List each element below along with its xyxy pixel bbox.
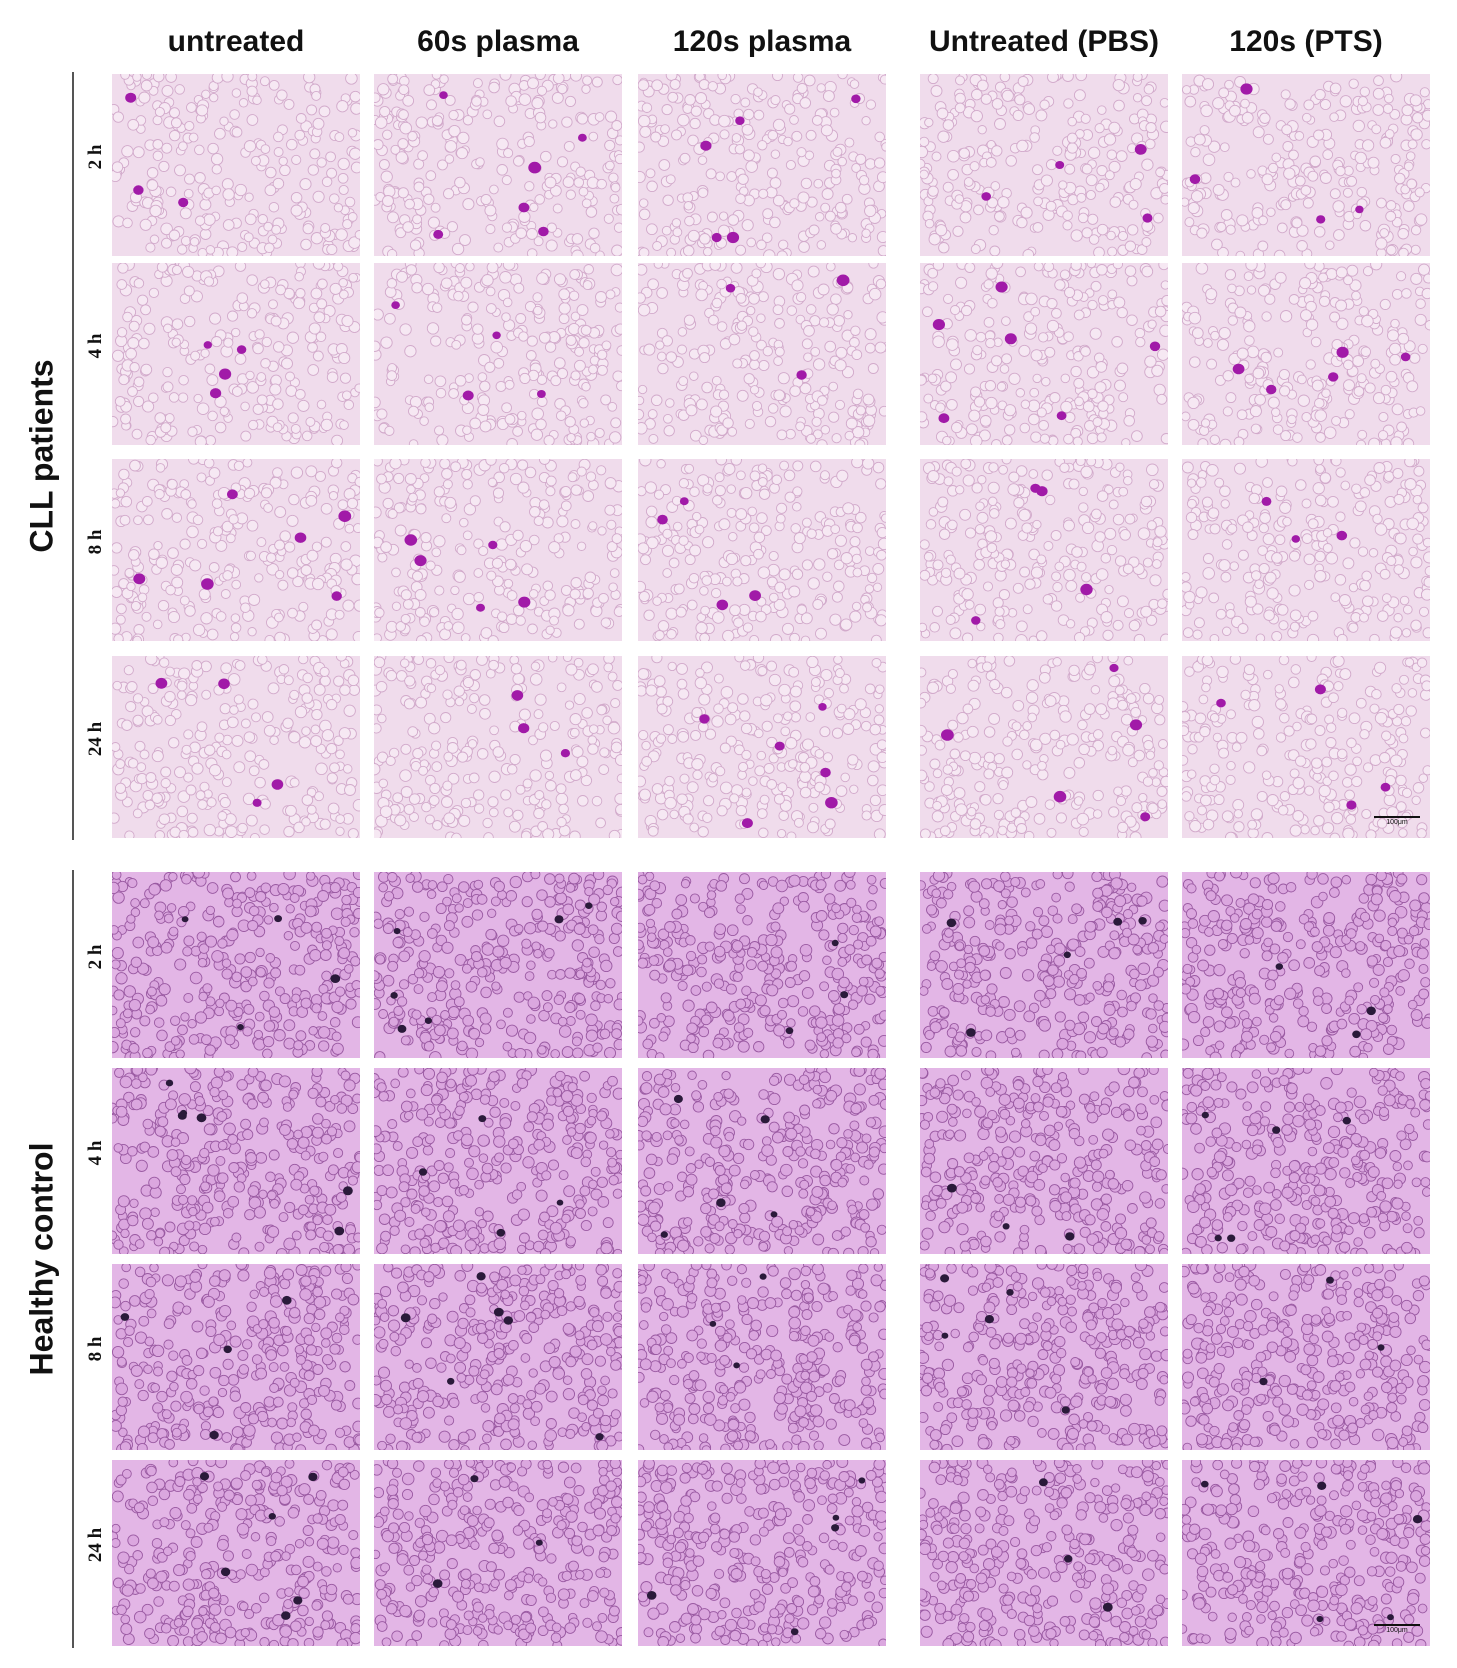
cll-scale-bar: 100μm bbox=[1374, 816, 1420, 826]
healthy-group-line bbox=[72, 870, 74, 1648]
column-header-120s-plasma: 120s plasma bbox=[672, 25, 852, 58]
cll-scale-label: 100μm bbox=[1386, 819, 1408, 826]
micrograph-healthy-r3-c2 bbox=[638, 1460, 886, 1646]
healthy-group-label: Healthy control bbox=[23, 1142, 60, 1376]
micrograph-cll-r3-c1 bbox=[374, 656, 622, 838]
healthy-scale-label: 100μm bbox=[1386, 1627, 1408, 1634]
healthy-row-label-24h: 24 h bbox=[85, 1527, 106, 1563]
micrograph-cll-r2-c2 bbox=[638, 459, 886, 641]
micrograph-cll-r2-c3 bbox=[920, 459, 1168, 641]
micrograph-healthy-r3-c0 bbox=[112, 1460, 360, 1646]
micrograph-cll-r0-c0 bbox=[112, 74, 360, 256]
micrograph-cll-r2-c1 bbox=[374, 459, 622, 641]
column-header-60s-plasma: 60s plasma bbox=[417, 25, 579, 58]
micrograph-healthy-r1-c0 bbox=[112, 1068, 360, 1254]
cll-row-label-2h: 2 h bbox=[85, 144, 106, 170]
cll-row-label-8h: 8 h bbox=[85, 529, 106, 555]
micrograph-cll-r1-c0 bbox=[112, 263, 360, 445]
micrograph-healthy-r2-c1 bbox=[374, 1264, 622, 1450]
micrograph-healthy-r0-c0 bbox=[112, 872, 360, 1058]
micrograph-cll-r1-c3 bbox=[920, 263, 1168, 445]
micrograph-healthy-r3-c3 bbox=[920, 1460, 1168, 1646]
micrograph-healthy-r0-c3 bbox=[920, 872, 1168, 1058]
healthy-row-label-8h: 8 h bbox=[85, 1336, 106, 1362]
micrograph-healthy-r1-c1 bbox=[374, 1068, 622, 1254]
micrograph-healthy-r1-c4 bbox=[1182, 1068, 1430, 1254]
micrograph-cll-r0-c4 bbox=[1182, 74, 1430, 256]
micrograph-healthy-r3-c1 bbox=[374, 1460, 622, 1646]
micrograph-healthy-r0-c4 bbox=[1182, 872, 1430, 1058]
micrograph-cll-r2-c0 bbox=[112, 459, 360, 641]
healthy-row-label-2h: 2 h bbox=[85, 944, 106, 970]
micrograph-healthy-r2-c0 bbox=[112, 1264, 360, 1450]
micrograph-cll-r2-c4 bbox=[1182, 459, 1430, 641]
cll-row-label-24h: 24 h bbox=[85, 721, 106, 757]
micrograph-healthy-r2-c3 bbox=[920, 1264, 1168, 1450]
healthy-row-label-4h: 4 h bbox=[85, 1140, 106, 1166]
micrograph-cll-r3-c0 bbox=[112, 656, 360, 838]
micrograph-healthy-r0-c1 bbox=[374, 872, 622, 1058]
healthy-scale-bar: 100μm bbox=[1374, 1624, 1420, 1634]
micrograph-cll-r0-c2 bbox=[638, 74, 886, 256]
micrograph-healthy-r1-c3 bbox=[920, 1068, 1168, 1254]
micrograph-healthy-r0-c2 bbox=[638, 872, 886, 1058]
micrograph-healthy-r3-c4 bbox=[1182, 1460, 1430, 1646]
micrograph-cll-r0-c3 bbox=[920, 74, 1168, 256]
micrograph-cll-r0-c1 bbox=[374, 74, 622, 256]
micrograph-cll-r1-c1 bbox=[374, 263, 622, 445]
micrograph-cll-r3-c4 bbox=[1182, 656, 1430, 838]
column-header-untreated-pbs: Untreated (PBS) bbox=[928, 25, 1160, 58]
cll-row-label-4h: 4 h bbox=[85, 333, 106, 359]
micrograph-healthy-r2-c4 bbox=[1182, 1264, 1430, 1450]
micrograph-cll-r1-c2 bbox=[638, 263, 886, 445]
micrograph-healthy-r1-c2 bbox=[638, 1068, 886, 1254]
cll-group-label: CLL patients bbox=[23, 359, 60, 553]
micrograph-healthy-r2-c2 bbox=[638, 1264, 886, 1450]
column-header-120s-pts: 120s (PTS) bbox=[1229, 25, 1383, 58]
micrograph-cll-r3-c2 bbox=[638, 656, 886, 838]
micrograph-cll-r1-c4 bbox=[1182, 263, 1430, 445]
micrograph-cll-r3-c3 bbox=[920, 656, 1168, 838]
cll-group-line bbox=[72, 72, 74, 840]
column-header-untreated: untreated bbox=[167, 25, 305, 58]
